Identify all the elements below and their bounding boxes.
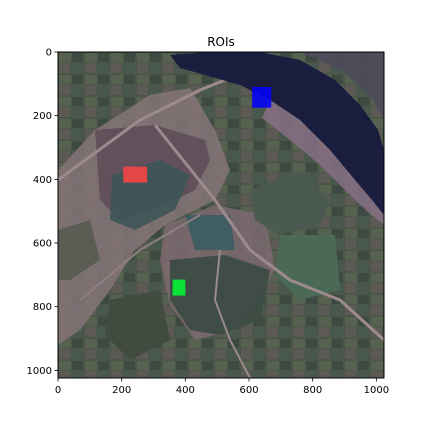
satellite-image (58, 52, 384, 378)
y-tick-label: 800 (33, 302, 52, 313)
y-axis: 0 200 400 600 800 1000 (27, 48, 58, 377)
x-tick-label: 400 (176, 385, 195, 396)
roi-layer (123, 87, 272, 296)
plot-frame (57, 51, 385, 379)
y-tick-label: 1000 (27, 366, 52, 377)
y-tick-label: 600 (33, 239, 52, 250)
roi-rect-2 (172, 279, 186, 296)
y-tick-label: 200 (33, 111, 52, 122)
x-tick-label: 600 (239, 385, 258, 396)
x-tick-label: 200 (112, 385, 131, 396)
x-tick-label: 0 (55, 385, 61, 396)
y-tick-label: 400 (33, 175, 52, 186)
x-tick-label: 1000 (364, 385, 389, 396)
roi-rect-0 (123, 166, 148, 183)
roi-rect-1 (252, 87, 272, 108)
x-axis: 0 200 400 600 800 1000 (55, 378, 389, 396)
x-tick-label: 800 (303, 385, 322, 396)
chart-title: ROIs (207, 35, 235, 49)
y-tick-label: 0 (46, 48, 52, 59)
